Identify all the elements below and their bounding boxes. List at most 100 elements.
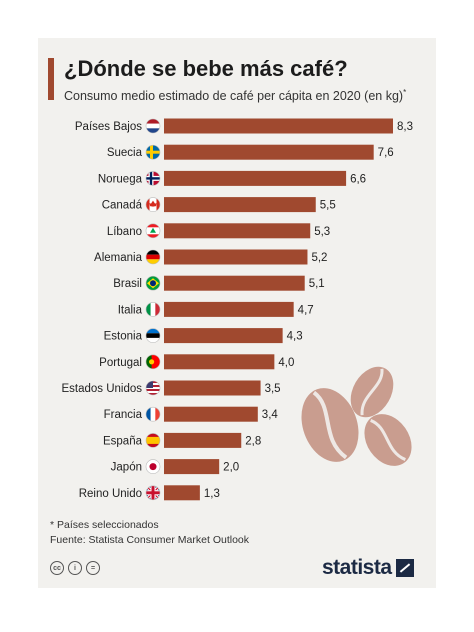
bar-row: Países Bajos 8,3	[75, 118, 413, 134]
stripe	[146, 234, 160, 238]
bar-row: Canadá 5,5	[102, 197, 336, 213]
bar-row: Reino Unido 1,3	[79, 485, 220, 501]
category-label: Países Bajos	[75, 121, 142, 133]
bar	[164, 354, 275, 370]
value-label: 2,0	[223, 462, 239, 474]
bar	[164, 301, 294, 317]
statista-logo[interactable]: statista	[322, 556, 414, 580]
bar-row: Noruega 6,6	[98, 170, 366, 186]
cross	[151, 485, 155, 500]
uk-flag	[145, 485, 161, 501]
stripe	[150, 302, 156, 317]
canada-flag-outline	[145, 197, 161, 212]
maple-leaf	[149, 200, 157, 207]
value-label: 3,5	[265, 383, 281, 395]
category-label: Estados Unidos	[61, 383, 142, 395]
value-label: 2,8	[245, 435, 261, 447]
category-label: Reino Unido	[79, 488, 142, 500]
bars-group: Países Bajos 8,3 Suecia 7,6 Noruega 6,6 Canadá…	[61, 118, 413, 501]
sweden-flag-body	[146, 145, 160, 160]
lebanon-flag-body	[146, 223, 160, 238]
logo-mark-icon	[395, 559, 414, 577]
norway-flag-outline	[145, 171, 161, 186]
portugal-flag-body	[146, 354, 160, 369]
netherlands-flag-body	[146, 119, 160, 133]
category-label: Canadá	[102, 200, 143, 212]
spain-flag	[145, 433, 161, 448]
category-label: Francia	[104, 409, 143, 421]
bar-row: Estonia 4,3	[104, 328, 303, 344]
coffee-beans-illustration	[301, 366, 412, 466]
globe	[150, 280, 156, 287]
japan-flag-body	[146, 459, 160, 474]
usa-flag-body	[146, 381, 160, 395]
by-icon: i	[68, 561, 82, 575]
bar	[164, 223, 311, 239]
stripe	[146, 259, 160, 264]
subtitle-asterisk: *	[403, 88, 407, 97]
value-label: 5,5	[320, 200, 336, 212]
cedar	[150, 227, 156, 233]
license-icons: cc i =	[50, 561, 100, 575]
value-label: 8,3	[397, 121, 413, 133]
sweden-flag-outline	[145, 144, 161, 160]
stripe	[146, 333, 160, 338]
uk-flag-outline	[145, 485, 161, 501]
chart-subtitle: Consumo medio estimado de café per cápit…	[64, 88, 406, 103]
stripe	[146, 254, 160, 260]
footnote: * Países seleccionados	[50, 519, 159, 531]
stripe	[146, 302, 151, 317]
stripe	[146, 223, 160, 228]
bar-row: Estados Unidos 3,5	[61, 380, 281, 396]
category-label: Japón	[111, 462, 142, 474]
band	[146, 354, 152, 369]
bar	[164, 118, 393, 134]
value-label: 3,4	[262, 409, 279, 421]
bar-row: Suecia 7,6	[107, 144, 394, 160]
japan-flag	[145, 459, 161, 474]
estonia-flag-body	[146, 328, 160, 343]
bar	[164, 380, 261, 396]
source-note: Fuente: Statista Consumer Market Outlook	[50, 534, 250, 546]
cross	[149, 171, 153, 186]
value-label: 5,1	[309, 278, 325, 290]
italy-flag-outline	[145, 302, 161, 317]
sweden-flag	[145, 144, 161, 160]
canada-flag-body	[146, 197, 160, 212]
value-label: 1,3	[204, 488, 220, 500]
bar-row: Brasil 5,1	[113, 275, 325, 291]
cross	[146, 177, 160, 180]
bar	[164, 170, 347, 186]
stripe	[146, 119, 160, 124]
category-label: España	[103, 435, 143, 447]
cc-icon: cc	[50, 561, 64, 575]
category-label: Noruega	[98, 173, 143, 185]
category-label: Alemania	[94, 252, 143, 264]
bar	[164, 406, 258, 422]
cross	[150, 145, 153, 160]
canada-flag	[145, 197, 161, 212]
canton	[146, 381, 153, 388]
sphere	[149, 359, 155, 365]
stripe	[155, 407, 160, 422]
category-label: Brasil	[113, 278, 142, 290]
value-label: 7,6	[378, 147, 394, 159]
france-flag-outline	[145, 406, 161, 422]
value-label: 6,6	[350, 173, 366, 185]
value-label: 5,2	[311, 252, 327, 264]
lebanon-flag-outline	[145, 223, 161, 239]
bar-row: Italia 4,7	[118, 301, 314, 317]
lebanon-flag	[145, 223, 161, 239]
title-accent-bar	[48, 58, 54, 100]
bar	[164, 459, 220, 475]
uk-flag-body	[146, 485, 160, 500]
italy-flag-body	[146, 302, 160, 317]
norway-flag-body	[146, 171, 160, 186]
category-label: Portugal	[99, 357, 142, 369]
bar	[164, 197, 316, 213]
portugal-flag-outline	[145, 354, 161, 370]
bar-row: Portugal 4,0	[99, 354, 294, 370]
japan-flag-outline	[145, 459, 161, 474]
stripe	[146, 391, 160, 393]
